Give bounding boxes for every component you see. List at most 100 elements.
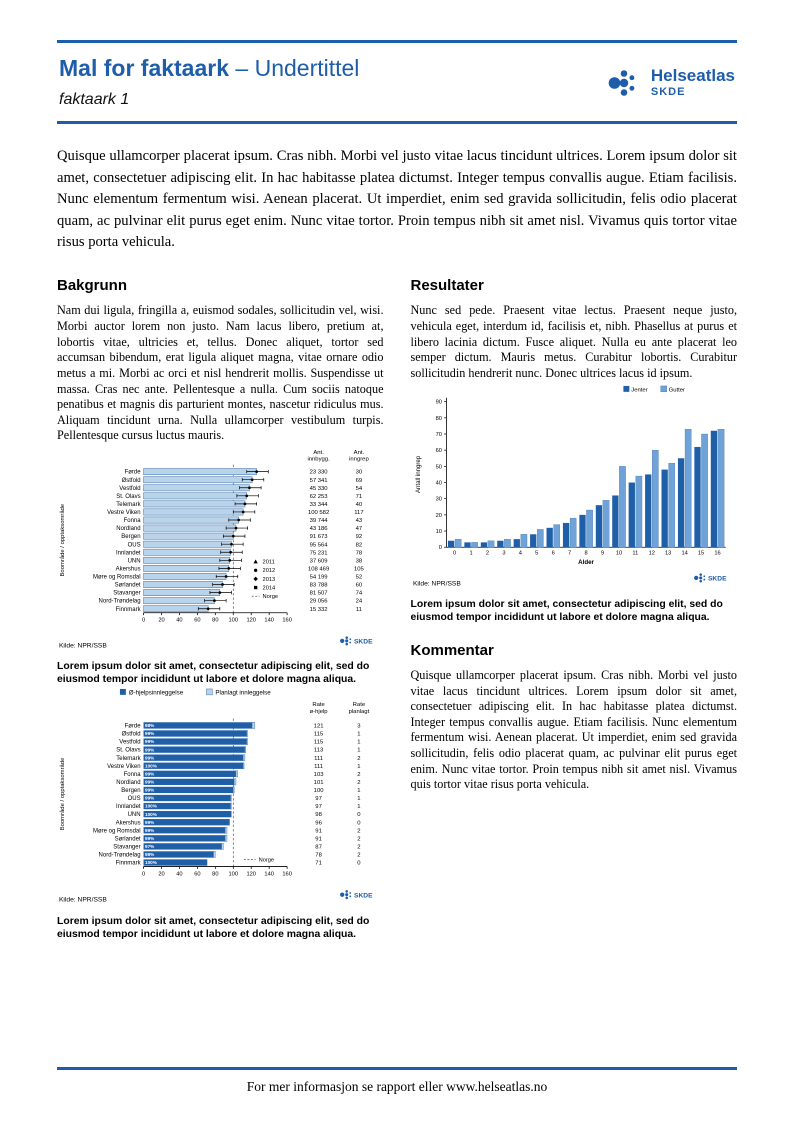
- skde-logo-dot: [698, 575, 702, 580]
- x-tick-label: 4: [518, 550, 521, 556]
- bar-jenter: [463, 541, 471, 547]
- row-label: Møre og Romsdal: [93, 829, 141, 835]
- intro-paragraph: Quisque ullamcorper placerat ipsum. Cras…: [57, 148, 737, 251]
- kommentar-text: Quisque ullamcorper placerat ipsum. Cras…: [410, 668, 738, 792]
- bar-jenter: [480, 541, 487, 547]
- bar-planlagt: [225, 827, 228, 835]
- x-tick-label: 100: [229, 618, 239, 624]
- logo-sub: SKDE: [650, 86, 686, 99]
- legend-label: Norge: [263, 594, 279, 600]
- value-innbygg: 57 341: [310, 478, 328, 484]
- value-rate-planlagt: 1: [357, 740, 360, 746]
- pct-label: 100%: [145, 804, 157, 809]
- helseatlas-logo: Helseatlas SKDE: [605, 64, 735, 102]
- svg-text:innbygg.: innbygg.: [307, 457, 330, 463]
- bar-jenter: [710, 430, 717, 547]
- rate-bar: [143, 468, 257, 475]
- x-tick-label: 80: [212, 618, 218, 624]
- bar-jenter: [677, 457, 684, 547]
- bar-gutter: [552, 523, 560, 547]
- chart1-svg: Boområde / opptaksområdeAnt.innbygg.Ant.…: [59, 450, 373, 650]
- x-tick-label: 20: [158, 618, 164, 624]
- resultater-text: Nunc sed pede. Praesent vitae lectus. Pr…: [410, 303, 738, 380]
- value-rate-ohjelp: 113: [314, 748, 324, 754]
- value-innbygg: 75 231: [310, 550, 328, 556]
- value-inngrep: 11: [356, 607, 362, 613]
- value-rate-ohjelp: 115: [314, 732, 324, 738]
- row-label: St. Olavs: [116, 494, 140, 500]
- chart1-col-header: Ant.: [313, 450, 324, 456]
- bar-ohjelp: [143, 787, 234, 794]
- x-tick-label: 40: [176, 872, 182, 878]
- value-rate-planlagt: 2: [357, 772, 360, 778]
- chart1-source: Kilde: NPR/SSB: [59, 643, 107, 650]
- year-marker: [229, 550, 232, 554]
- value-rate-planlagt: 1: [357, 748, 360, 754]
- x-tick-label: 140: [264, 872, 274, 878]
- row-label: Telemark: [116, 502, 140, 508]
- bar-gutter: [470, 541, 478, 547]
- bar-ohjelp: [143, 738, 247, 746]
- row-label: Akershus: [116, 566, 141, 572]
- year-marker: [230, 542, 233, 546]
- pct-label: 97%: [145, 845, 154, 850]
- value-rate-ohjelp: 98: [315, 813, 322, 819]
- value-inngrep: 24: [356, 599, 363, 605]
- title-main: Mal for faktaark: [59, 55, 230, 81]
- row-label: Innlandet: [116, 805, 141, 811]
- pct-label: 98%: [145, 724, 154, 729]
- x-tick-label: 16: [714, 550, 720, 556]
- bar-gutter: [503, 538, 511, 547]
- bar-ohjelp: [143, 730, 247, 738]
- value-rate-planlagt: 2: [357, 829, 360, 835]
- chart3-ylabel: Antall inngrep: [414, 455, 421, 493]
- bar-planlagt: [230, 795, 232, 802]
- pct-label: 99%: [145, 788, 154, 793]
- chart2-svg: Ø-hjelpsinnleggelse Planlagt innleggelse B…: [59, 689, 373, 904]
- bar-gutter: [487, 540, 494, 547]
- skde-logo-dot: [698, 579, 702, 582]
- chart3-source: Kilde: NPR/SSB: [412, 580, 460, 587]
- value-rate-ohjelp: 78: [315, 853, 322, 859]
- bar-jenter: [611, 494, 619, 547]
- row-label: Østfold: [122, 732, 141, 738]
- x-tick-label: 60: [194, 618, 200, 624]
- row-label: OUS: [128, 797, 141, 803]
- x-tick-label: 40: [176, 618, 182, 624]
- chart2-col-header: Rate: [353, 703, 366, 709]
- value-rate-planlagt: 2: [357, 756, 360, 762]
- bar-gutter: [684, 428, 691, 547]
- value-inngrep: 54: [356, 486, 363, 492]
- row-label: Bergen: [121, 534, 140, 540]
- row-label: Vestre Viken: [107, 510, 141, 516]
- row-label: Sørlandet: [115, 837, 141, 843]
- bar-ohjelp: [143, 779, 235, 786]
- bar-jenter: [529, 533, 536, 547]
- x-tick-label: 5: [535, 550, 538, 556]
- value-inngrep: 92: [356, 534, 363, 540]
- x-tick-label: 20: [158, 872, 164, 878]
- value-rate-planlagt: 1: [357, 732, 360, 738]
- rate-bar: [143, 524, 237, 532]
- value-rate-planlagt: 2: [357, 853, 360, 859]
- row-label: Fonna: [124, 772, 142, 778]
- value-rate-ohjelp: 91: [315, 837, 322, 843]
- value-innbygg: 91 673: [310, 534, 329, 540]
- value-inngrep: 69: [356, 478, 363, 484]
- row-label: Telemark: [116, 756, 140, 762]
- bar-planlagt: [233, 778, 237, 786]
- value-rate-planlagt: 1: [357, 764, 360, 770]
- skde-logo-dot: [345, 897, 348, 900]
- value-inngrep: 47: [356, 526, 363, 532]
- bar-ohjelp: [143, 851, 214, 859]
- row-label: Bergen: [121, 788, 140, 794]
- value-innbygg: 29 056: [310, 599, 329, 605]
- row-label: Stavanger: [113, 591, 140, 597]
- heading-kommentar: Kommentar: [410, 642, 494, 660]
- skde-logo-text: SKDE: [707, 575, 726, 582]
- value-innbygg: 95 564: [310, 542, 329, 548]
- bar-ohjelp: [143, 859, 208, 867]
- value-innbygg: 23 330: [310, 470, 329, 476]
- x-tick-label: 10: [615, 550, 621, 556]
- value-inngrep: 105: [354, 566, 365, 572]
